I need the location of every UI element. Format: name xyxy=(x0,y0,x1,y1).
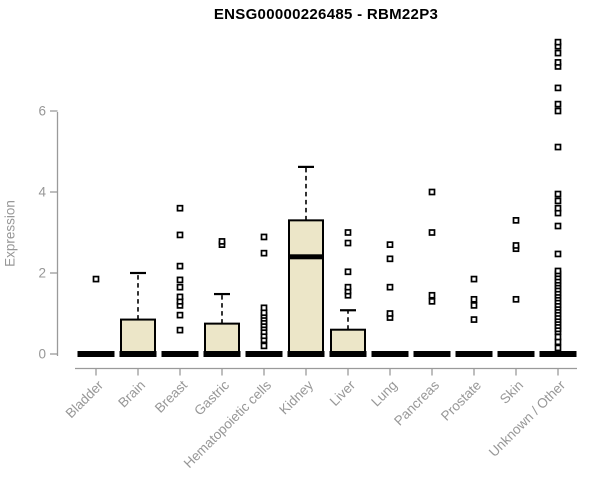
outlier-point xyxy=(554,222,562,230)
zero-bar xyxy=(413,351,451,357)
outlier-point xyxy=(386,310,394,317)
zero-bar xyxy=(539,351,577,357)
y-tick-label: 4 xyxy=(38,185,46,200)
y-tick-label: 6 xyxy=(38,104,46,119)
zero-bar xyxy=(329,351,367,357)
outlier-point xyxy=(428,188,436,196)
y-tick-label: 0 xyxy=(38,347,46,362)
outlier-point xyxy=(260,304,268,312)
x-tick-label: Lung xyxy=(368,378,400,410)
outlier-point xyxy=(176,311,184,319)
outlier-point xyxy=(344,268,352,276)
x-tick-label: Skin xyxy=(497,378,526,407)
outlier-point xyxy=(554,344,562,352)
outlier-point xyxy=(218,238,226,245)
outlier-point xyxy=(554,38,562,46)
outlier-point xyxy=(512,242,520,249)
zero-bar xyxy=(455,351,493,357)
outlier-point xyxy=(176,262,184,270)
outlier-point xyxy=(554,197,562,205)
outlier-point xyxy=(386,283,394,291)
y-tick-label: 2 xyxy=(38,266,46,281)
outlier-point xyxy=(512,295,520,303)
outlier-point xyxy=(470,295,478,303)
outlier-point xyxy=(554,190,562,198)
box-kidney xyxy=(288,219,324,355)
x-tick-label: Bladder xyxy=(63,377,107,421)
outlier-point xyxy=(428,229,436,236)
outlier-point xyxy=(554,49,562,57)
outlier-point xyxy=(428,298,436,305)
outlier-point xyxy=(260,342,268,350)
x-tick-label: Unknown / Other xyxy=(486,377,569,460)
median-line xyxy=(289,254,323,260)
outlier-point xyxy=(260,233,268,241)
outlier-point xyxy=(470,302,478,309)
outlier-point xyxy=(176,204,184,212)
x-tick-label: Pancreas xyxy=(391,377,442,428)
outlier-point xyxy=(554,204,562,212)
zero-bar xyxy=(245,351,283,357)
outlier-point xyxy=(554,267,562,275)
x-tick-label: Breast xyxy=(152,377,190,415)
outlier-point xyxy=(344,283,352,291)
outlier-point xyxy=(428,291,436,299)
box-liver xyxy=(330,328,366,356)
zero-bar xyxy=(371,351,409,357)
outlier-point xyxy=(344,239,352,247)
outlier-point xyxy=(176,293,184,301)
outlier-point xyxy=(470,316,478,323)
outlier-point xyxy=(512,217,520,224)
outlier-point xyxy=(176,231,184,239)
outlier-point xyxy=(554,250,562,258)
outlier-point xyxy=(176,283,184,291)
outlier-point xyxy=(344,229,352,236)
zero-bar xyxy=(497,351,535,357)
x-tick-label: Kidney xyxy=(276,377,316,417)
box-gastric xyxy=(204,322,240,355)
zero-bar xyxy=(161,351,199,357)
x-tick-label: Brain xyxy=(115,378,148,411)
outlier-point xyxy=(554,100,562,108)
outlier-point xyxy=(386,255,394,263)
outlier-point xyxy=(176,276,184,284)
chart-title: ENSG00000226485 - RBM22P3 xyxy=(213,6,439,23)
outlier-point xyxy=(386,241,394,248)
outlier-point xyxy=(260,249,268,257)
outlier-point xyxy=(554,107,562,115)
zero-bar xyxy=(203,351,241,357)
x-tick-label: Liver xyxy=(327,377,359,409)
outlier-point xyxy=(554,84,562,92)
zero-bar xyxy=(287,351,325,357)
outlier-point xyxy=(176,326,184,334)
box-brain xyxy=(120,318,156,356)
outlier-point xyxy=(92,275,100,283)
x-tick-label: Prostate xyxy=(438,378,484,424)
x-tick-label: Gastric xyxy=(191,377,232,418)
outlier-point xyxy=(554,59,562,66)
zero-bar xyxy=(119,351,157,357)
zero-bar xyxy=(77,351,115,357)
outlier-point xyxy=(554,143,562,151)
outlier-point xyxy=(470,275,478,283)
outlier-point xyxy=(554,333,562,341)
